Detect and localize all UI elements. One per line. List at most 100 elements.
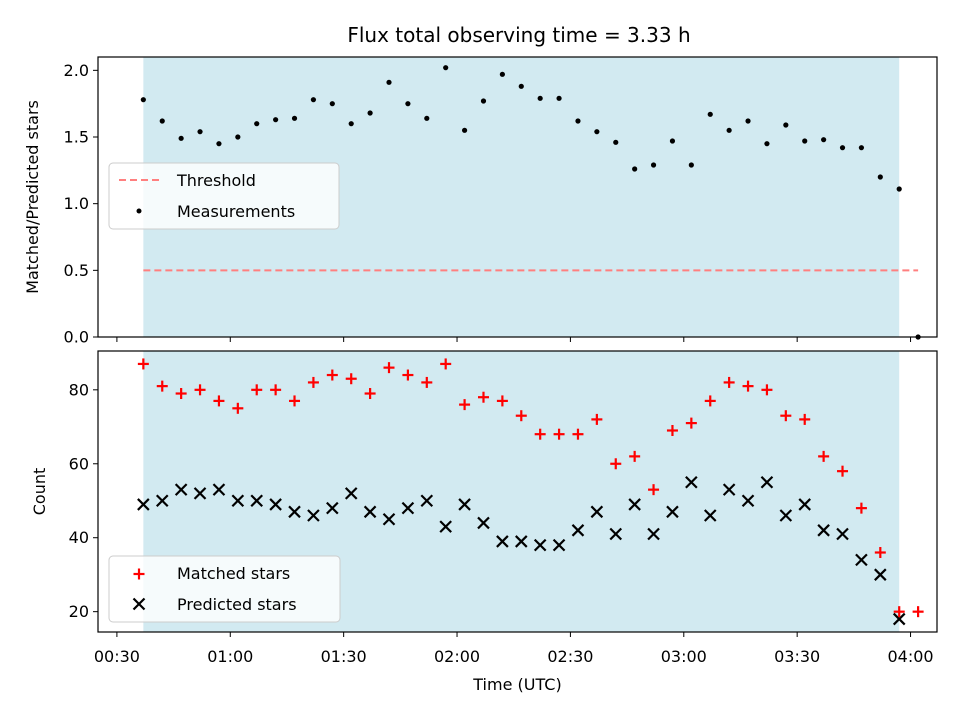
matched-star-point xyxy=(289,395,301,407)
bottom-y-axis-label: Count xyxy=(30,468,49,516)
predicted-star-point xyxy=(174,483,188,496)
bottom-legend-box xyxy=(108,555,341,623)
matched-star-point xyxy=(742,380,754,392)
matched-star-point xyxy=(572,428,584,440)
y-tick-label: 40 xyxy=(69,528,89,547)
y-tick-label: 1.5 xyxy=(64,128,89,147)
matched-star-point xyxy=(459,399,471,411)
matched-star-point xyxy=(402,369,414,381)
predicted-star-point xyxy=(363,505,377,519)
measurement-point xyxy=(480,98,487,104)
matched-star-point xyxy=(175,388,187,400)
measurement-point xyxy=(877,174,883,180)
measurement-point xyxy=(424,115,430,121)
predicted-star-point xyxy=(250,494,264,508)
measurement-point xyxy=(783,122,789,128)
predicted-star-point xyxy=(609,527,623,541)
measurement-point xyxy=(499,71,505,77)
matched-star-point xyxy=(251,384,263,396)
top-axes-frame xyxy=(97,56,938,338)
predicted-star-point xyxy=(741,494,755,508)
measurement-point xyxy=(461,127,468,133)
y-tick-label: 2.0 xyxy=(64,61,89,80)
matched-star-point xyxy=(855,502,867,514)
x-tick-label: 02:30 xyxy=(547,647,593,666)
predicted-star-point xyxy=(439,520,452,533)
top-panel: 0.00.51.01.52.0 Matched/Predicted stars … xyxy=(23,56,938,347)
y-tick-label: 0.0 xyxy=(64,328,89,347)
matched-star-point xyxy=(364,388,376,400)
matched-star-point xyxy=(307,376,319,388)
predicted-star-point xyxy=(496,535,509,548)
measurement-point xyxy=(650,162,657,168)
matched-star-point xyxy=(704,395,716,407)
matched-star-point xyxy=(232,402,244,414)
matched-star-point xyxy=(874,547,886,559)
predicted-star-point xyxy=(892,612,906,626)
predicted-star-point xyxy=(685,475,698,489)
matched-star-point xyxy=(477,391,489,403)
matched-star-point xyxy=(591,413,603,425)
predicted-star-point xyxy=(533,538,547,552)
legend-matched-marker xyxy=(133,568,145,580)
measurement-point xyxy=(140,97,146,103)
measurement-point xyxy=(348,121,354,127)
measurement-point xyxy=(291,115,298,121)
measurement-point xyxy=(575,118,581,124)
measurement-point xyxy=(367,110,373,116)
top-legend: Threshold Measurements xyxy=(108,162,340,230)
predicted-star-point xyxy=(590,505,604,519)
bottom-axes-frame xyxy=(97,350,938,633)
measurement-point xyxy=(197,129,203,135)
predicted-star-point xyxy=(779,509,793,522)
predicted-star-point xyxy=(647,527,660,541)
matched-star-point xyxy=(610,458,622,470)
measurement-point xyxy=(745,118,751,124)
predicted-star-point xyxy=(401,501,415,515)
matched-star-point xyxy=(723,376,735,388)
measurement-point xyxy=(613,139,619,145)
top-y-axis-label: Matched/Predicted stars xyxy=(23,100,42,294)
predicted-star-point xyxy=(326,501,339,515)
matched-star-point xyxy=(799,413,811,425)
predicted-star-point xyxy=(344,487,358,500)
predicted-star-point xyxy=(817,524,830,537)
measurement-point xyxy=(764,141,770,147)
measurement-point xyxy=(821,137,827,143)
matched-star-point xyxy=(194,384,206,396)
matched-star-point xyxy=(326,369,338,381)
measurement-point xyxy=(235,134,241,140)
measurement-point xyxy=(594,129,600,135)
measurement-point xyxy=(537,95,543,101)
predicted-star-point xyxy=(382,512,396,526)
measurement-point xyxy=(556,95,562,101)
predicted-star-point xyxy=(155,494,169,508)
y-tick-label: 20 xyxy=(69,602,89,621)
x-tick-label: 01:30 xyxy=(321,647,367,666)
measurement-point xyxy=(518,83,524,89)
matched-star-point xyxy=(761,384,773,396)
matched-star-point xyxy=(383,362,395,374)
matched-star-point xyxy=(440,358,452,370)
predicted-star-point xyxy=(212,483,226,496)
x-axis-label: Time (UTC) xyxy=(472,675,561,694)
legend-matched-swatch xyxy=(133,568,145,580)
predicted-star-point xyxy=(231,494,245,508)
matched-star-point xyxy=(629,450,641,462)
matched-star-point xyxy=(421,376,433,388)
predicted-star-point xyxy=(798,498,812,511)
matched-star-point xyxy=(780,410,792,422)
matched-star-point xyxy=(912,606,924,618)
matched-star-point xyxy=(137,358,149,370)
predicted-star-point xyxy=(628,498,641,511)
y-tick-label: 1.0 xyxy=(64,194,89,213)
matched-star-point xyxy=(648,484,660,496)
measurement-point xyxy=(896,186,902,192)
legend-predicted-label: Predicted stars xyxy=(177,595,297,614)
measurement-point xyxy=(405,101,411,107)
x-tick-label: 01:00 xyxy=(207,647,253,666)
predicted-star-point xyxy=(760,475,774,489)
measurement-point xyxy=(688,162,694,168)
x-tick-label: 04:00 xyxy=(887,647,933,666)
